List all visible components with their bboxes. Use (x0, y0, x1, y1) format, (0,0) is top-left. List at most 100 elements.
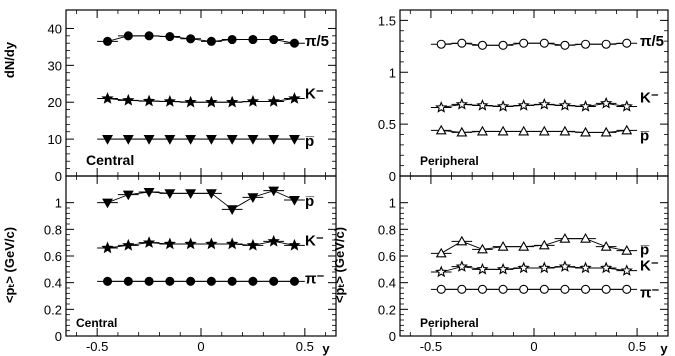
data-point (538, 261, 551, 274)
data-point (165, 276, 175, 286)
data-point (457, 38, 467, 48)
y-tick-label: 40 (48, 21, 62, 36)
data-point (227, 276, 237, 286)
data-point (205, 95, 218, 108)
data-point (498, 40, 508, 50)
y-tick-label: 0 (389, 169, 396, 184)
data-point (621, 124, 633, 135)
y-tick-label: 30 (48, 58, 62, 73)
data-point (143, 187, 155, 198)
data-point (559, 233, 571, 243)
data-point (476, 262, 489, 275)
data-point (600, 126, 612, 137)
data-point (184, 237, 197, 250)
data-point (559, 125, 571, 136)
series-label: K⁻ (305, 86, 324, 103)
data-point (435, 265, 448, 278)
series-label: K⁻ (305, 232, 324, 249)
data-point (102, 276, 113, 286)
data-point (186, 276, 196, 286)
data-point (101, 241, 114, 254)
x-tick-label: 0.5 (296, 339, 314, 354)
data-point (538, 97, 551, 110)
data-point (497, 241, 509, 251)
data-point (538, 239, 550, 250)
data-point (457, 284, 467, 294)
x-tick-label: -0.5 (420, 339, 442, 354)
region-label: Peripheral (420, 316, 479, 330)
y-tick-label: 0.6 (378, 249, 396, 264)
data-point (539, 284, 549, 294)
y-tick-label: 0.8 (44, 222, 62, 237)
series-line (440, 238, 627, 254)
data-point (142, 94, 156, 107)
series-label: p̅ (305, 193, 315, 210)
data-point (185, 135, 197, 145)
data-point (477, 40, 488, 50)
data-point (185, 189, 197, 199)
y-axis-title-bottom-left: <pₜ> (GeV/c) (2, 227, 17, 303)
data-point (248, 276, 258, 286)
data-point (102, 135, 113, 145)
data-point (601, 284, 611, 294)
data-point (101, 92, 114, 104)
data-point (436, 284, 446, 294)
data-point (144, 276, 154, 286)
data-point (206, 36, 216, 46)
data-point (558, 260, 572, 272)
panel-bottom-right: 0 0.2 0.4 0.6 0.8 1 -0.5 0 0.5 Peripheral p̅K⁻ π⁻ (378, 175, 669, 354)
plot-frame (399, 9, 669, 177)
data-point (123, 276, 133, 286)
data-point (580, 126, 591, 137)
series-label: π/5 (640, 33, 664, 50)
y-tick-label: 0 (55, 169, 62, 184)
y-tick-label: 0.4 (44, 276, 62, 291)
y-tick-label: 0 (389, 329, 396, 344)
series-label: p̅ (305, 133, 315, 150)
data-point (205, 189, 217, 199)
data-point (246, 95, 260, 107)
x-tick-label: 0 (530, 339, 537, 354)
data-point (102, 198, 113, 209)
series-line (107, 240, 295, 249)
data-point (476, 98, 489, 111)
y-tick-label: 1.5 (378, 13, 396, 28)
series-label: π⁻ (640, 284, 659, 301)
data-point (496, 100, 510, 112)
data-point (498, 284, 508, 294)
data-point (184, 95, 197, 108)
data-point (144, 31, 154, 41)
series-label: π/5 (305, 33, 329, 50)
data-point (620, 100, 633, 112)
y-tick-label: 0.2 (44, 302, 62, 317)
x-axis-title-right: y (660, 341, 668, 356)
data-point (519, 284, 529, 294)
data-point (225, 95, 239, 108)
data-point (477, 243, 488, 254)
y-tick-label: 1 (55, 196, 62, 211)
data-point (580, 284, 591, 294)
y-tick-label: 0 (55, 329, 62, 344)
data-point (269, 34, 279, 45)
x-axis-title-left: y (322, 341, 330, 356)
y-tick-label: 0.8 (378, 222, 396, 237)
data-point (206, 276, 216, 286)
data-point (455, 97, 469, 110)
data-point (436, 39, 446, 49)
data-point (620, 264, 633, 276)
data-point (456, 235, 468, 246)
y-axis-title-bottom-right: <pₜ> (GeV/c) (332, 227, 347, 303)
data-point (164, 189, 176, 199)
data-point (580, 39, 591, 49)
data-point (122, 238, 135, 251)
data-point (142, 236, 156, 248)
data-point (122, 93, 135, 106)
data-point (579, 261, 592, 274)
data-point (621, 245, 633, 255)
data-point (601, 39, 611, 49)
data-point (267, 95, 280, 107)
data-point (163, 95, 177, 107)
data-point (186, 34, 196, 44)
data-point (123, 31, 133, 41)
